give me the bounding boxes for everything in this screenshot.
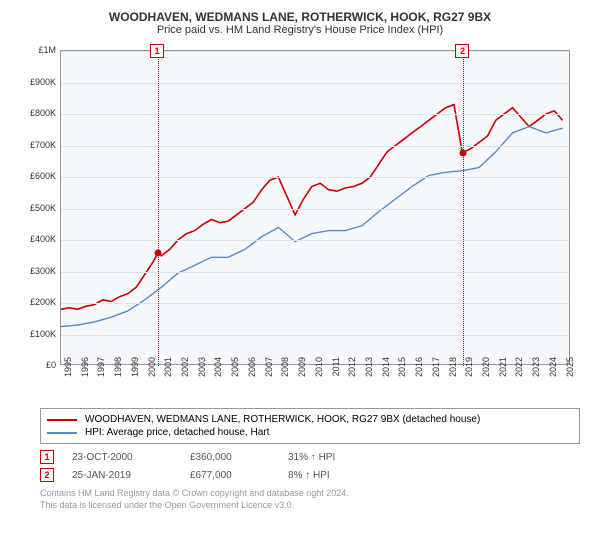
y-tick-label: £700K xyxy=(20,140,56,150)
chart-title: WOODHAVEN, WEDMANS LANE, ROTHERWICK, HOO… xyxy=(10,10,590,24)
x-tick-label: 2016 xyxy=(414,357,424,387)
chart-subtitle: Price paid vs. HM Land Registry's House … xyxy=(10,24,590,36)
marker-dot-2 xyxy=(460,149,467,156)
x-tick-label: 2018 xyxy=(448,357,458,387)
x-tick-label: 2006 xyxy=(247,357,257,387)
attribution-line1: Contains HM Land Registry data © Crown c… xyxy=(40,488,580,500)
y-tick-label: £0 xyxy=(20,360,56,370)
x-tick-label: 2022 xyxy=(514,357,524,387)
y-tick-label: £600K xyxy=(20,171,56,181)
y-tick-label: £100K xyxy=(20,329,56,339)
x-tick-label: 2019 xyxy=(464,357,474,387)
legend-item: WOODHAVEN, WEDMANS LANE, ROTHERWICK, HOO… xyxy=(47,413,573,426)
y-tick-label: £200K xyxy=(20,297,56,307)
x-tick-label: 2011 xyxy=(331,357,341,387)
x-tick-label: 2023 xyxy=(531,357,541,387)
x-tick-label: 2010 xyxy=(314,357,324,387)
attribution-line2: This data is licensed under the Open Gov… xyxy=(40,500,580,512)
marker-line-2 xyxy=(463,51,464,366)
ref-price: £360,000 xyxy=(190,452,270,463)
ref-hpi: 8% ↑ HPI xyxy=(288,470,368,481)
chart-area: £0 £100K £200K £300K £400K £500K £600K £700K £80… xyxy=(20,42,580,402)
y-tick-label: £500K xyxy=(20,203,56,213)
marker-dot-1 xyxy=(154,249,161,256)
y-tick-label: £900K xyxy=(20,77,56,87)
legend-swatch xyxy=(47,419,77,421)
plot-area xyxy=(60,50,570,365)
legend-label: HPI: Average price, detached house, Hart xyxy=(85,427,269,438)
x-tick-label: 2005 xyxy=(230,357,240,387)
ref-date: 25-JAN-2019 xyxy=(72,470,172,481)
ref-marker: 2 xyxy=(40,468,54,482)
attribution: Contains HM Land Registry data © Crown c… xyxy=(40,488,580,511)
x-tick-label: 2021 xyxy=(498,357,508,387)
x-tick-label: 2009 xyxy=(297,357,307,387)
x-tick-label: 2008 xyxy=(280,357,290,387)
series-price_paid xyxy=(61,105,563,310)
y-tick-label: £300K xyxy=(20,266,56,276)
x-tick-label: 2012 xyxy=(347,357,357,387)
ref-price: £677,000 xyxy=(190,470,270,481)
ref-row: 2 25-JAN-2019 £677,000 8% ↑ HPI xyxy=(40,466,580,484)
y-tick-label: £800K xyxy=(20,108,56,118)
x-tick-label: 2025 xyxy=(565,357,575,387)
legend-label: WOODHAVEN, WEDMANS LANE, ROTHERWICK, HOO… xyxy=(85,414,480,425)
marker-line-1 xyxy=(158,51,159,366)
x-tick-label: 1997 xyxy=(96,357,106,387)
x-tick-label: 1999 xyxy=(130,357,140,387)
x-tick-label: 2004 xyxy=(213,357,223,387)
ref-marker: 1 xyxy=(40,450,54,464)
x-tick-label: 2024 xyxy=(548,357,558,387)
y-tick-label: £400K xyxy=(20,234,56,244)
marker-box-1: 1 xyxy=(150,44,164,58)
x-tick-label: 1996 xyxy=(80,357,90,387)
x-tick-label: 1995 xyxy=(63,357,73,387)
x-tick-label: 2001 xyxy=(163,357,173,387)
x-tick-label: 2015 xyxy=(397,357,407,387)
series-hpi xyxy=(61,127,563,327)
x-tick-label: 2000 xyxy=(147,357,157,387)
x-tick-label: 1998 xyxy=(113,357,123,387)
x-tick-label: 2013 xyxy=(364,357,374,387)
x-tick-label: 2017 xyxy=(431,357,441,387)
legend: WOODHAVEN, WEDMANS LANE, ROTHERWICK, HOO… xyxy=(40,408,580,444)
line-series xyxy=(61,51,569,364)
x-tick-label: 2014 xyxy=(381,357,391,387)
transaction-refs: 1 23-OCT-2000 £360,000 31% ↑ HPI 2 25-JAN-201… xyxy=(40,448,580,484)
ref-date: 23-OCT-2000 xyxy=(72,452,172,463)
x-tick-label: 2020 xyxy=(481,357,491,387)
marker-box-2: 2 xyxy=(455,44,469,58)
x-tick-label: 2003 xyxy=(197,357,207,387)
ref-hpi: 31% ↑ HPI xyxy=(288,452,368,463)
x-tick-label: 2007 xyxy=(264,357,274,387)
ref-row: 1 23-OCT-2000 £360,000 31% ↑ HPI xyxy=(40,448,580,466)
y-tick-label: £1M xyxy=(20,45,56,55)
x-tick-label: 2002 xyxy=(180,357,190,387)
legend-item: HPI: Average price, detached house, Hart xyxy=(47,426,573,439)
legend-swatch xyxy=(47,432,77,434)
